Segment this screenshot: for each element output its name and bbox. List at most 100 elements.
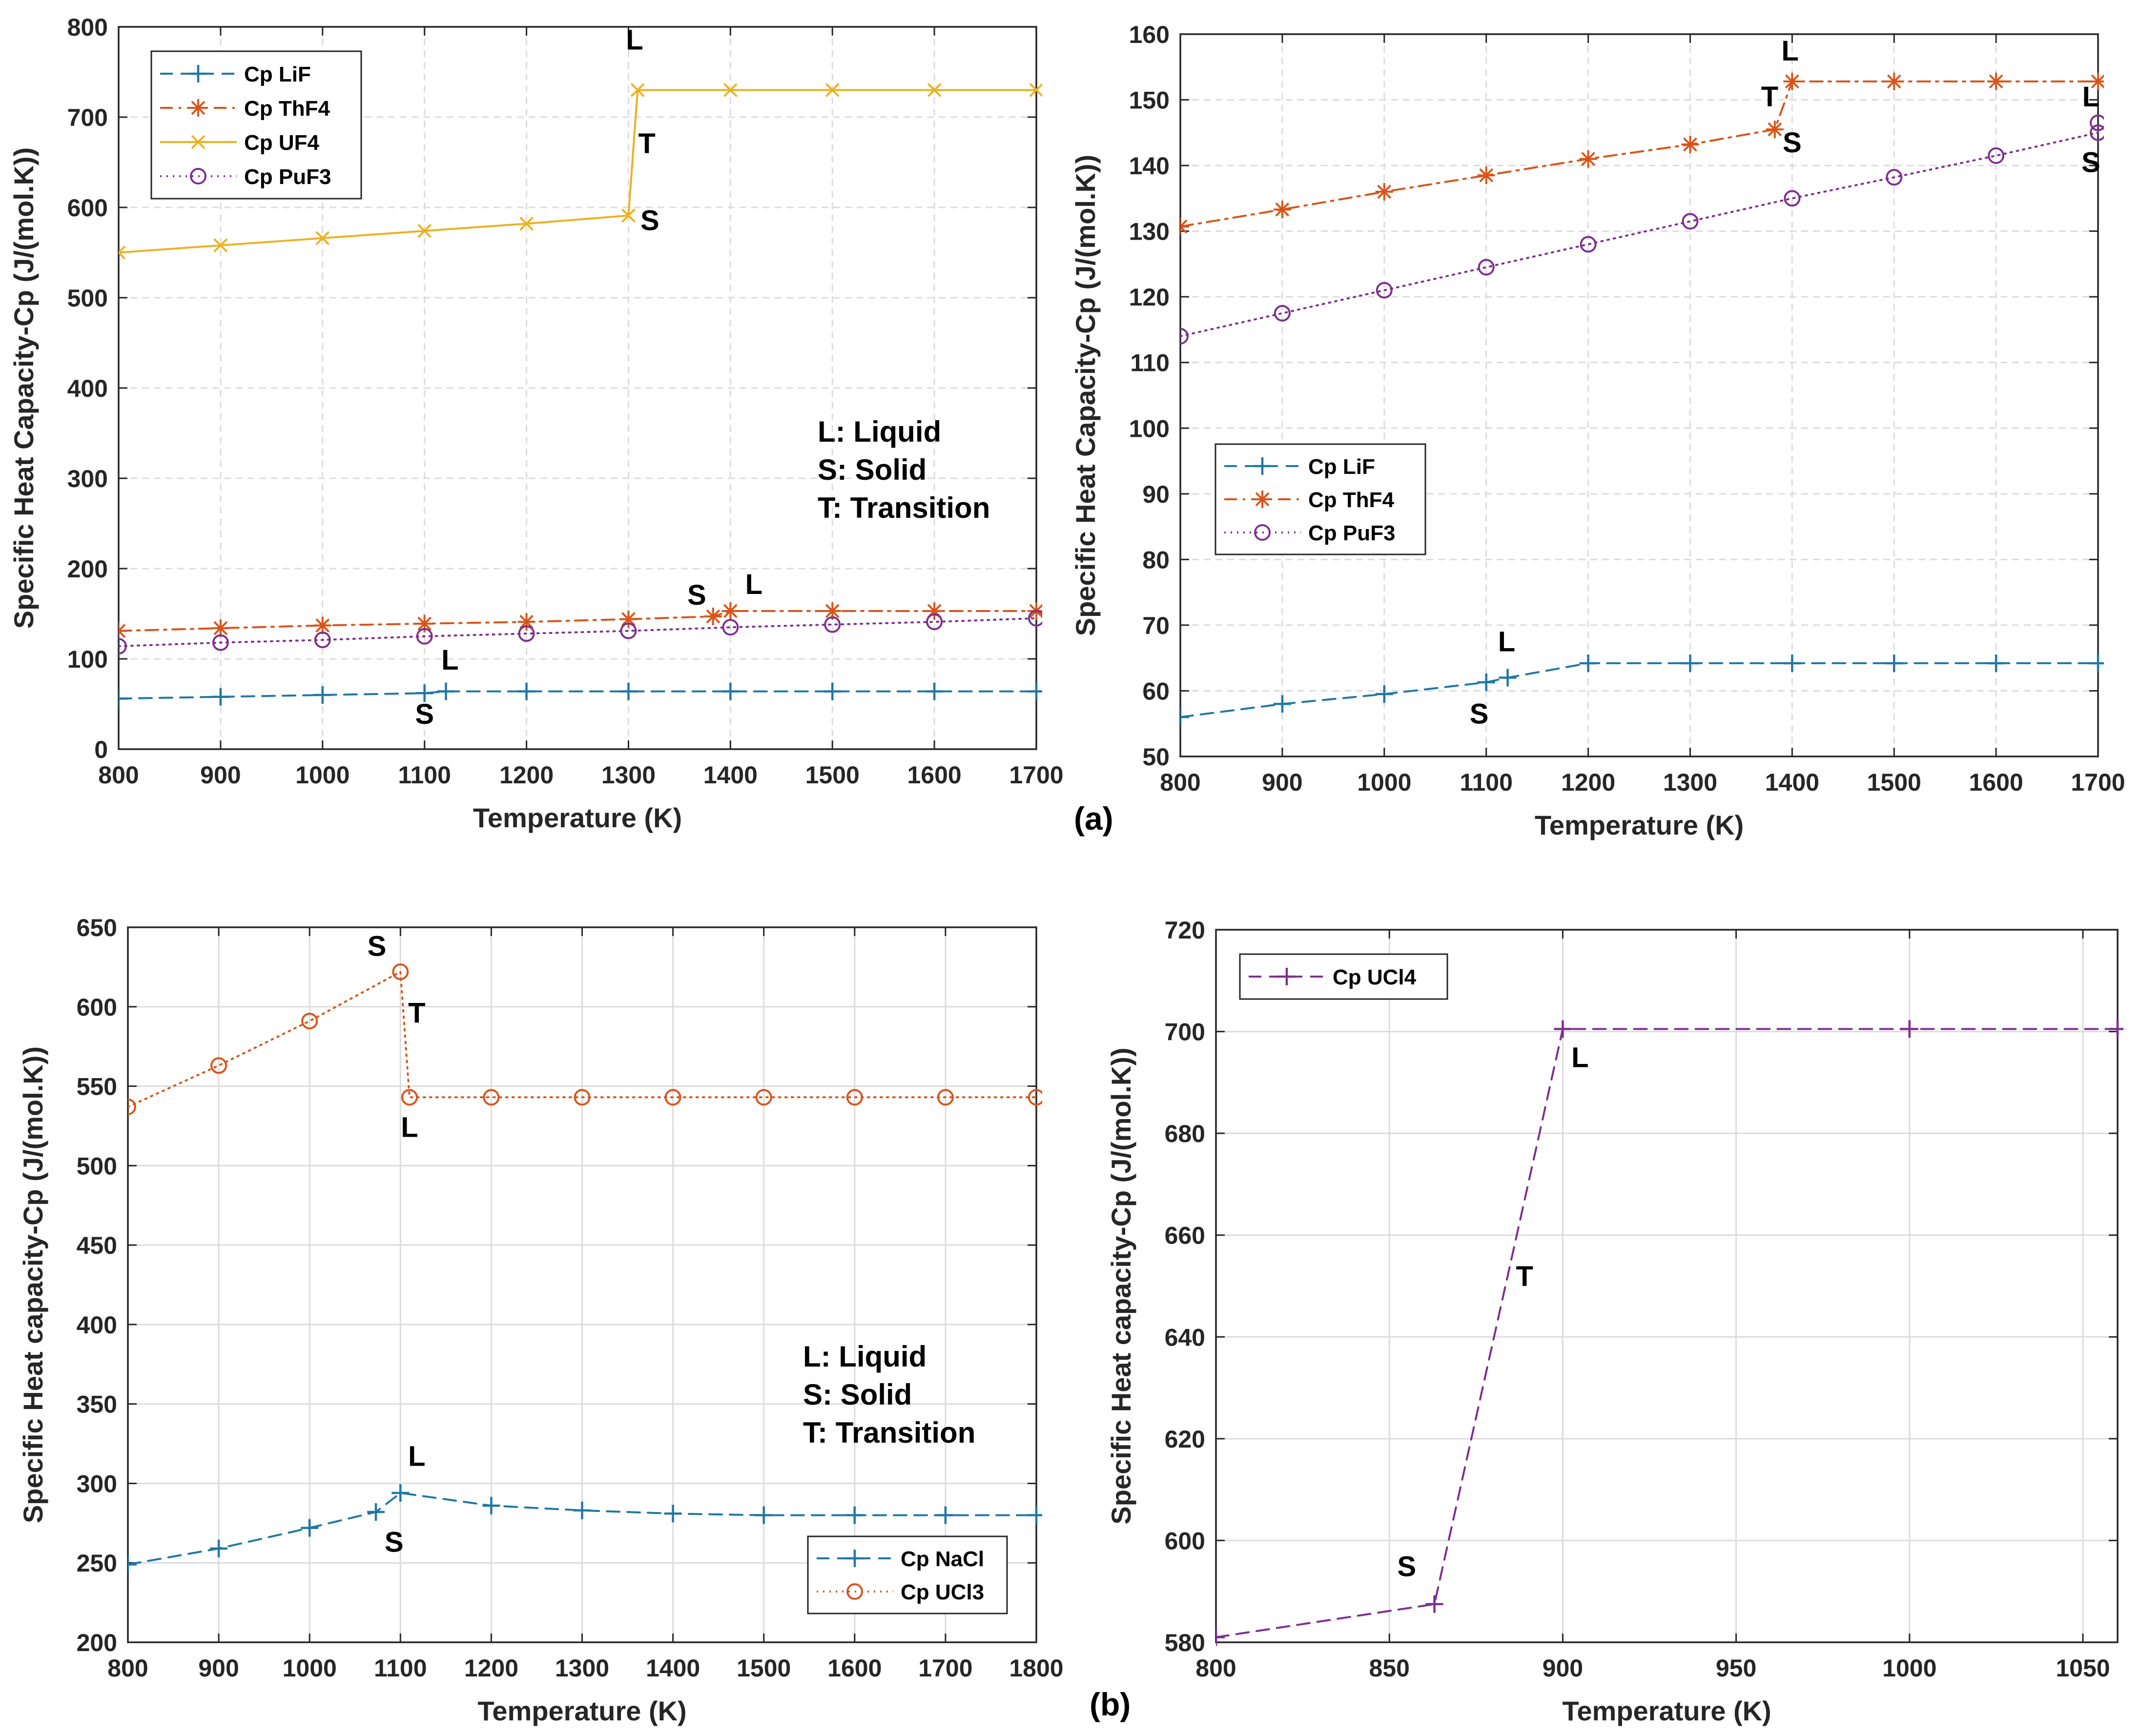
legend-label: Cp PuF3: [244, 165, 331, 189]
data-point: [1986, 71, 2006, 91]
x-tick-label: 800: [1195, 1654, 1236, 1682]
legend-entry: Cp LiF: [1224, 455, 1375, 479]
y-tick-label: 300: [77, 1470, 117, 1497]
y-tick-label: 550: [77, 1073, 117, 1101]
x-tick-label: 1000: [1357, 769, 1411, 796]
x-tick-label: 1300: [1663, 769, 1717, 796]
data-point: [618, 609, 638, 629]
legend: Cp LiF Cp ThF4 Cp UF4 Cp PuF3: [150, 50, 362, 200]
x-tick-label: 1500: [737, 1654, 791, 1682]
x-tick-label: 1500: [1867, 769, 1921, 796]
x-tick-label: 800: [98, 761, 139, 789]
y-tick-label: 400: [77, 1311, 117, 1339]
data-point: [1272, 200, 1292, 220]
x-tick-label: 950: [1716, 1654, 1756, 1682]
point-annotation: S: [2081, 147, 2100, 179]
y-tick-label: 600: [1165, 1527, 1205, 1554]
point-annotation: L: [441, 644, 458, 676]
x-axis-label: Temperature (K): [477, 1695, 686, 1726]
data-point: [1374, 182, 1394, 202]
x-tick-label: 1200: [464, 1654, 518, 1682]
chart-bottom-right: 800 850 900 950 1000 1050 580 600 620 640 660 680 70…: [1106, 917, 2126, 1726]
data-point: [119, 621, 128, 641]
x-tick-label: 1600: [827, 1654, 882, 1682]
point-annotation: S: [1470, 698, 1489, 730]
point-annotation: L: [745, 569, 762, 600]
x-tick-label: 900: [1543, 1654, 1583, 1682]
key-line: S: Solid: [818, 453, 926, 486]
x-tick-label: 1400: [646, 1654, 700, 1682]
data-point: [1180, 217, 1190, 237]
y-tick-label: 600: [67, 194, 108, 222]
y-tick-label: 130: [1129, 218, 1170, 245]
x-tick-label: 800: [107, 1654, 148, 1682]
point-annotation: L: [1781, 35, 1798, 67]
point-annotation: L: [1498, 626, 1515, 658]
legend-box: [807, 1535, 1008, 1614]
x-tick-label: 1700: [1009, 761, 1063, 789]
data-point: [1476, 165, 1496, 185]
legend-label: Cp UCl4: [1333, 965, 1417, 989]
point-annotation: L: [2082, 81, 2100, 113]
point-annotation: S: [1783, 127, 1802, 159]
y-tick-label: 80: [1142, 546, 1170, 573]
x-tick-label: 1100: [374, 1654, 427, 1682]
y-tick-label: 640: [1165, 1324, 1205, 1351]
y-tick-label: 720: [1165, 917, 1205, 944]
axes-frame: [1179, 33, 2099, 757]
legend-label: Cp UF4: [244, 131, 320, 155]
y-tick-label: 680: [1165, 1120, 1205, 1147]
legend-label: Cp LiF: [1308, 455, 1375, 479]
data-point: [1680, 135, 1700, 155]
y-axis-label: Specific Heat Capacity-Cp (J/(mol.K)): [8, 147, 39, 629]
data-point: [1782, 71, 1802, 91]
y-tick-label: 500: [67, 285, 108, 312]
key-line: L: Liquid: [818, 415, 941, 448]
legend-entry: Cp UCl4: [1249, 965, 1417, 989]
x-tick-label: 1400: [703, 761, 758, 789]
point-annotation: S: [385, 1526, 404, 1558]
y-tick-label: 350: [77, 1391, 117, 1418]
y-tick-label: 620: [1165, 1426, 1205, 1453]
series-cp-lif: [119, 683, 1045, 708]
point-annotation: T: [408, 997, 425, 1029]
x-axis-label: Temperature (K): [1535, 810, 1744, 840]
x-tick-label: 1100: [1460, 769, 1512, 796]
legend-label: Cp LiF: [244, 62, 311, 86]
legend-entry: Cp NaCl: [817, 1547, 984, 1571]
y-tick-label: 100: [1129, 415, 1170, 442]
y-tick-label: 700: [67, 104, 108, 131]
y-tick-label: 0: [94, 736, 108, 763]
legend-entry: Cp PuF3: [1224, 521, 1395, 545]
series-line: [1180, 122, 2099, 337]
legend-marker: [1253, 490, 1272, 509]
y-tick-label: 70: [1142, 612, 1170, 639]
y-tick-label: 600: [77, 994, 117, 1021]
point-annotation: S: [687, 579, 706, 611]
x-tick-label: 1600: [907, 761, 961, 789]
panel-label-b: (b): [1090, 1686, 1131, 1722]
y-tick-label: 800: [67, 14, 108, 41]
y-tick-label: 160: [1129, 21, 1170, 48]
y-tick-label: 250: [77, 1550, 117, 1577]
data-point: [1578, 149, 1598, 169]
x-tick-label: 800: [1160, 769, 1200, 796]
data-point: [1884, 71, 1904, 91]
y-tick-label: 660: [1165, 1222, 1205, 1249]
plot-area: [1180, 34, 2098, 756]
legend: Cp NaCl Cp UCl3: [807, 1535, 1008, 1614]
point-annotation: S: [415, 698, 434, 730]
y-tick-label: 100: [67, 646, 108, 673]
y-tick-label: 50: [1142, 743, 1170, 771]
x-tick-label: 1000: [1882, 1654, 1936, 1682]
legend-entry: Cp ThF4: [160, 97, 330, 121]
legend-label: Cp ThF4: [1308, 488, 1395, 512]
key-line: T: Transition: [803, 1416, 975, 1449]
legend-label: Cp NaCl: [901, 1547, 984, 1571]
legend: Cp UCl4: [1239, 953, 1448, 1000]
y-tick-label: 200: [67, 555, 108, 583]
x-tick-label: 1300: [601, 761, 656, 789]
legend-label: Cp PuF3: [1308, 521, 1395, 545]
x-tick-label: 1700: [2071, 769, 2125, 796]
point-annotation: S: [368, 931, 387, 962]
